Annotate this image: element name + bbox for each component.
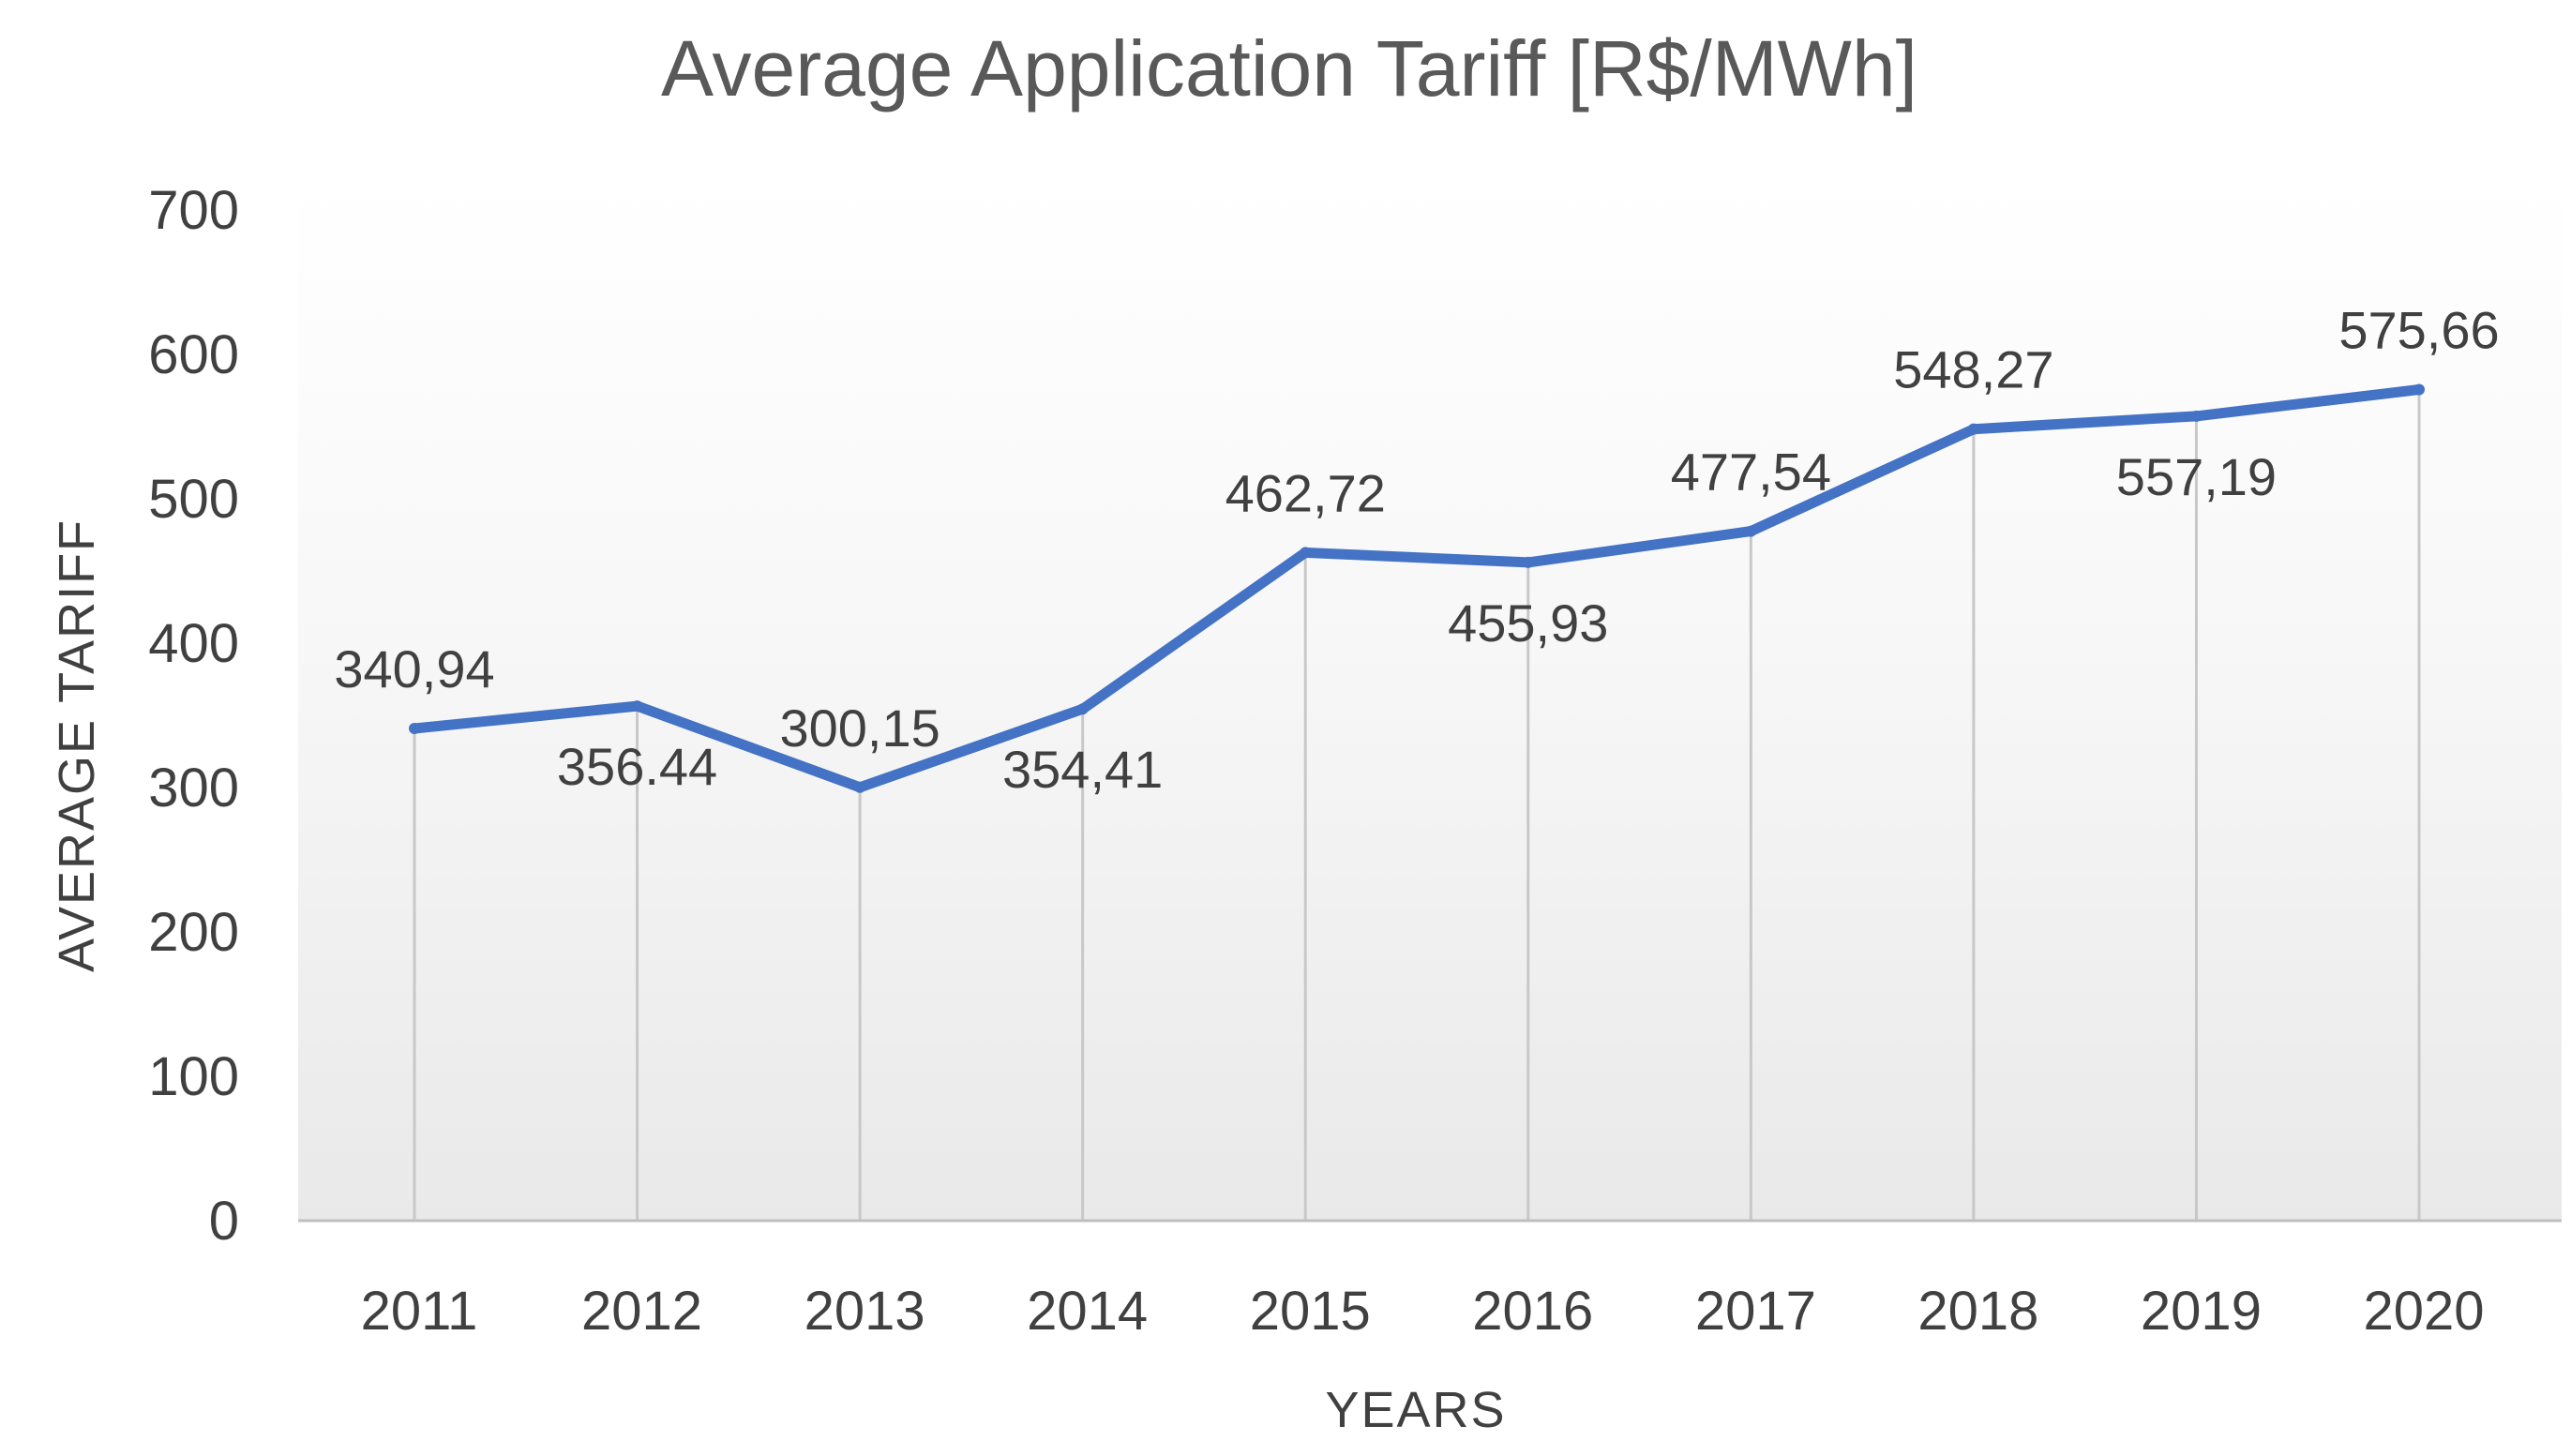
y-tick-label: 300 [148,758,239,818]
x-tick-label: 2013 [804,1281,925,1342]
data-point [1522,556,1534,568]
y-tick-label: 700 [148,180,239,241]
data-point [1745,525,1757,537]
y-axis-title: AVERAGE TARIFF [49,518,105,972]
x-tick-label: 2011 [361,1281,478,1342]
data-point [1300,547,1312,559]
data-point [631,700,643,713]
data-label: 455,93 [1448,593,1608,653]
x-tick-label: 2020 [2363,1281,2484,1342]
y-tick-label: 500 [148,469,239,530]
data-label: 477,54 [1671,443,1831,502]
data-label: 548,27 [1893,340,2053,399]
x-tick-label: 2012 [581,1281,702,1342]
data-label: 300,15 [779,698,940,758]
data-label: 575,66 [2338,300,2499,359]
data-point [2190,410,2203,422]
y-axis-ticks: 0 100 200 300 400 500 600 700 [148,180,239,1252]
x-tick-label: 2014 [1027,1281,1148,1342]
data-label: 354,41 [1002,740,1163,799]
data-label: 462,72 [1225,463,1386,522]
data-point [1967,423,1979,435]
y-tick-label: 600 [148,324,239,385]
data-point [409,722,420,734]
y-tick-label: 0 [209,1191,239,1252]
x-axis-title: YEARS [1325,1382,1506,1438]
data-labels: 340,94 356.44 300,15 354,41 462,72 455,93 477,… [334,300,2499,799]
x-tick-label: 2016 [1472,1281,1593,1342]
data-label: 340,94 [334,639,494,698]
x-axis-ticks: 2011 2012 2013 2014 2015 2016 2017 2018 2019 2020 [361,1281,2485,1342]
data-point [2413,383,2425,396]
data-point [1076,703,1089,715]
y-tick-label: 400 [148,613,239,674]
gridlines [413,389,2421,1221]
data-label: 557,19 [2116,447,2277,506]
data-point [854,781,866,793]
x-tick-label: 2015 [1250,1281,1371,1342]
plot-area [298,182,2562,1221]
y-tick-label: 200 [148,902,239,963]
y-tick-label: 100 [148,1046,239,1107]
x-tick-label: 2017 [1695,1281,1816,1342]
data-label: 356.44 [557,737,717,796]
x-tick-label: 2018 [1917,1281,2038,1342]
chart-title: Average Application Tariff [R$/MWh] [661,24,1917,113]
x-tick-label: 2019 [2141,1281,2262,1342]
series-line [409,384,2425,793]
